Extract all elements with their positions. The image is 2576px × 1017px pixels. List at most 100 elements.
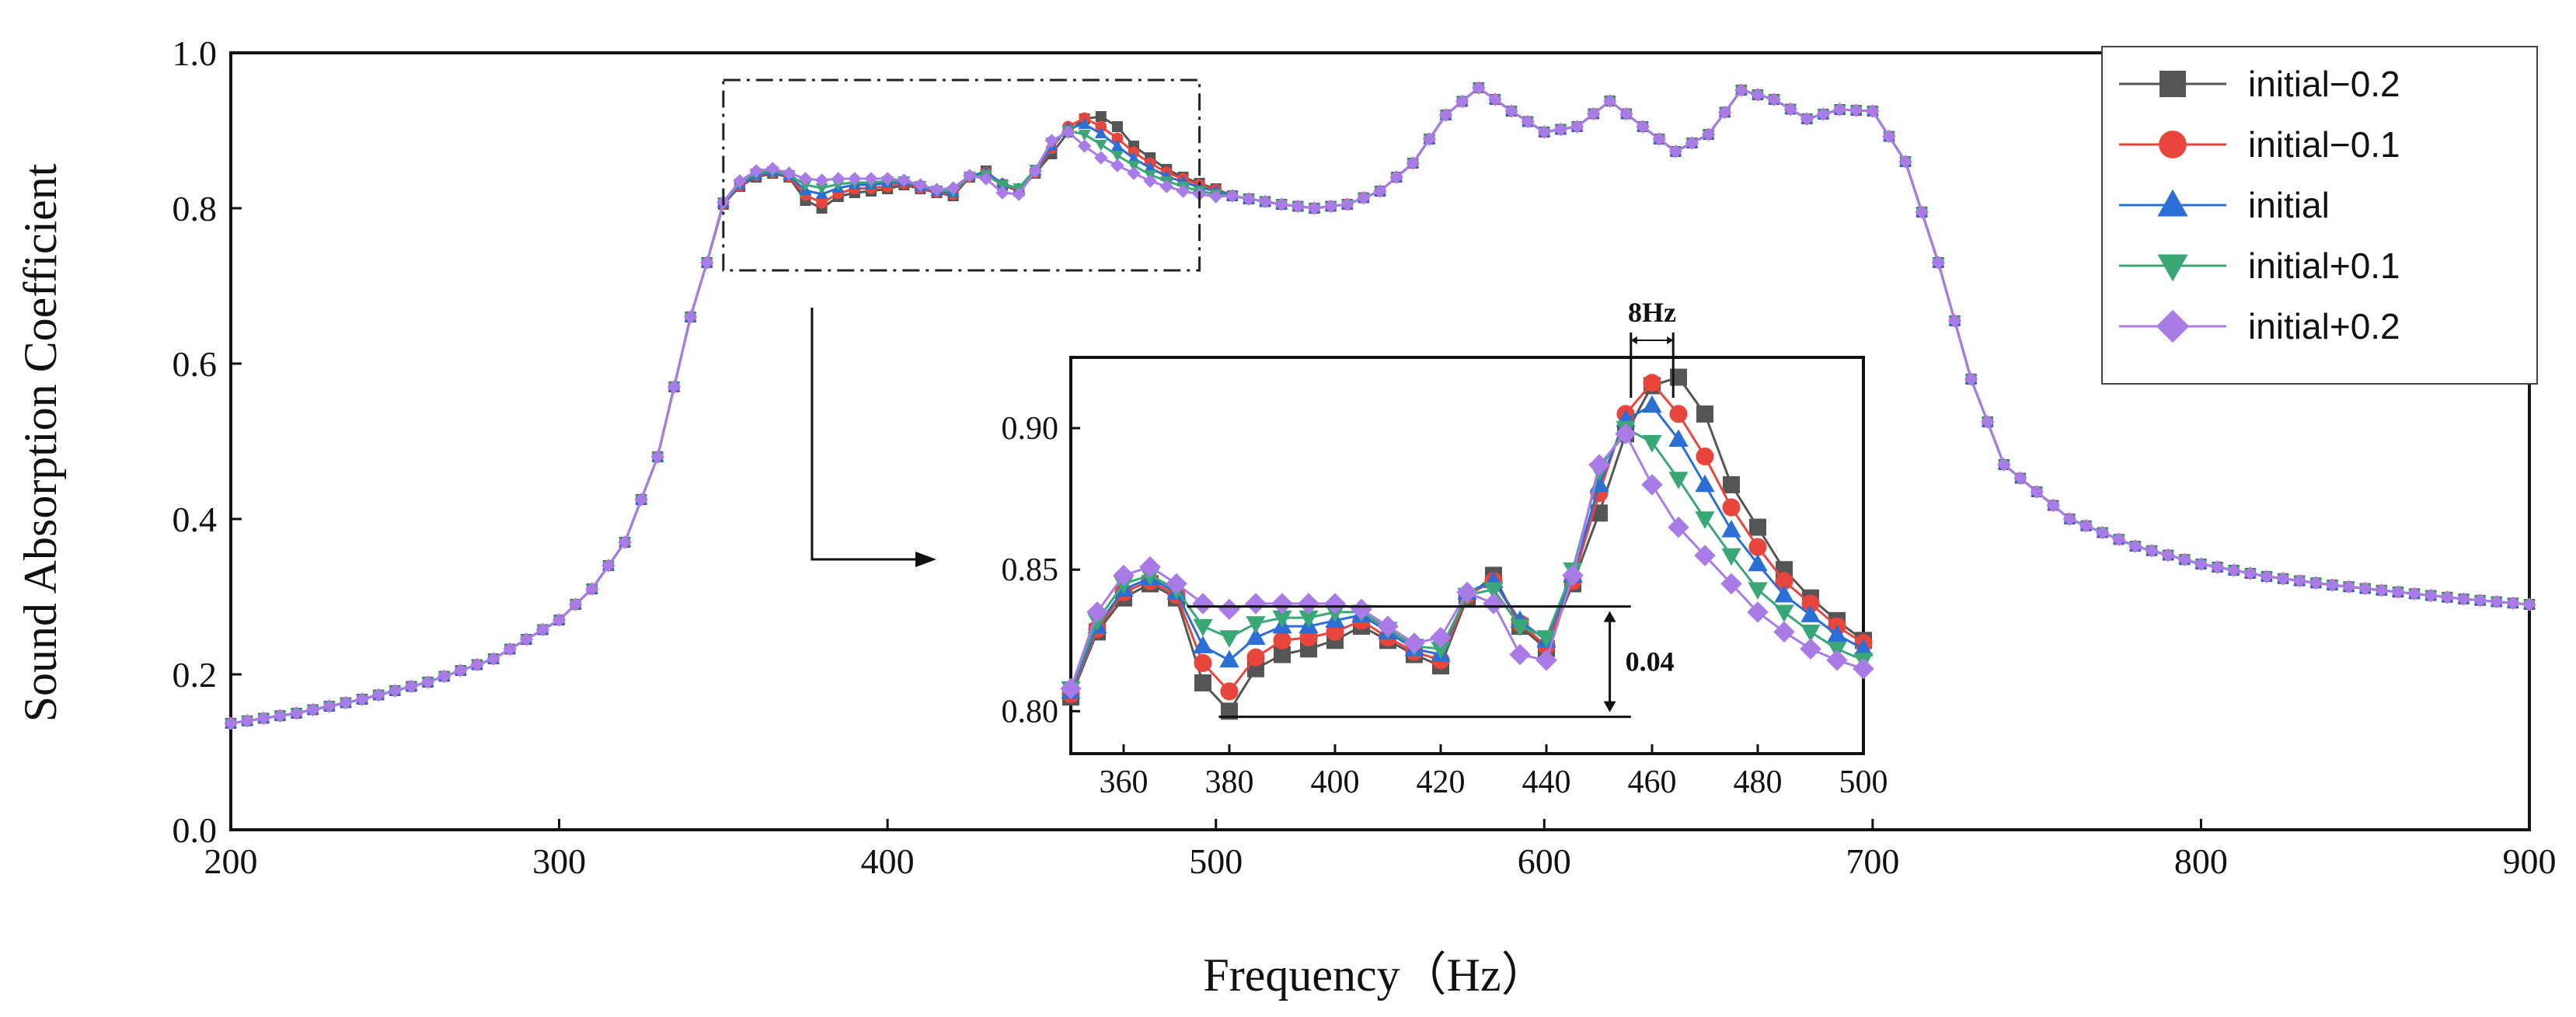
anno-004-label: 0.04 bbox=[1626, 646, 1675, 677]
data-point bbox=[2046, 498, 2061, 513]
inset-data-point bbox=[1721, 520, 1741, 538]
data-point bbox=[601, 559, 615, 573]
data-point bbox=[782, 166, 797, 180]
data-point bbox=[2407, 587, 2421, 601]
legend-label: initial bbox=[2248, 185, 2330, 225]
data-point bbox=[946, 181, 960, 195]
data-point bbox=[1751, 88, 1765, 102]
inset-data-point bbox=[1827, 624, 1847, 643]
data-point bbox=[1734, 83, 1748, 97]
inset-data-point bbox=[1483, 582, 1504, 600]
inset-data-point bbox=[1720, 573, 1742, 595]
data-point bbox=[2292, 573, 2306, 588]
data-point bbox=[2177, 552, 2192, 566]
inset-x-tick-label: 400 bbox=[1311, 764, 1360, 800]
inset-data-point bbox=[1509, 643, 1531, 666]
legend-label: initial−0.2 bbox=[2248, 64, 2400, 104]
inset-data-point bbox=[1694, 545, 1716, 566]
data-point bbox=[798, 172, 813, 186]
data-point bbox=[1537, 125, 1552, 139]
data-point bbox=[470, 657, 484, 672]
data-point bbox=[699, 256, 714, 270]
inset-x-tick-label: 420 bbox=[1417, 764, 1466, 800]
legend-label: initial−0.1 bbox=[2248, 124, 2400, 165]
data-point bbox=[2424, 588, 2438, 603]
x-tick-label: 700 bbox=[1846, 841, 1899, 881]
inset-x-tick-label: 480 bbox=[1734, 764, 1783, 800]
data-point bbox=[979, 172, 993, 186]
data-point bbox=[1128, 161, 1141, 172]
data-point bbox=[1947, 314, 1962, 328]
data-point bbox=[1586, 106, 1601, 121]
inset-data-point bbox=[1801, 594, 1820, 613]
main-plot: 200 300 400 500 600 700 800 900 0.0 0.2 0.4 0.6 0.8 1… bbox=[173, 33, 2557, 881]
data-point bbox=[1800, 112, 1814, 126]
inset-data-point bbox=[1246, 616, 1266, 634]
x-tick-label: 500 bbox=[1189, 841, 1243, 881]
inset-data-point bbox=[1800, 604, 1821, 622]
data-point bbox=[2128, 539, 2142, 553]
data-point bbox=[816, 197, 828, 209]
data-point bbox=[1438, 108, 1453, 122]
inset-data-point bbox=[1456, 581, 1478, 604]
data-point bbox=[1668, 145, 1683, 158]
data-point bbox=[831, 172, 845, 186]
inset-data-point bbox=[1695, 511, 1715, 529]
data-point bbox=[1898, 155, 1912, 169]
series-group-4 bbox=[224, 81, 2536, 730]
inset-data-point bbox=[1826, 650, 1848, 671]
inset-data-point bbox=[1643, 374, 1661, 392]
data-point bbox=[2473, 594, 2487, 608]
inset-data-point bbox=[1642, 395, 1662, 413]
inset-data-point bbox=[1219, 650, 1239, 668]
inset-x-tick-label: 360 bbox=[1100, 764, 1149, 800]
inset-data-point bbox=[1271, 593, 1293, 615]
legend-entry-2: initial bbox=[2119, 185, 2330, 225]
legend-marker bbox=[2156, 309, 2190, 343]
data-point bbox=[1095, 111, 1107, 122]
inset-data-point bbox=[1775, 572, 1793, 590]
data-point bbox=[1094, 140, 1107, 152]
legend-marker bbox=[2159, 131, 2187, 158]
data-point bbox=[2341, 580, 2356, 594]
data-point bbox=[552, 613, 566, 627]
data-point bbox=[2161, 548, 2175, 562]
data-point bbox=[1783, 102, 1797, 117]
data-point bbox=[289, 706, 304, 720]
data-point bbox=[765, 162, 779, 176]
data-point bbox=[1159, 179, 1174, 193]
inset-data-point bbox=[1535, 650, 1557, 671]
data-point bbox=[913, 178, 928, 192]
data-point bbox=[355, 692, 369, 706]
inset-data-point bbox=[1723, 475, 1740, 493]
data-point bbox=[1981, 415, 1995, 429]
data-point bbox=[1406, 156, 1420, 170]
data-point bbox=[1225, 189, 1239, 203]
data-point bbox=[1553, 122, 1568, 137]
data-point bbox=[1685, 136, 1699, 150]
legend-marker bbox=[2157, 254, 2188, 282]
data-point bbox=[1488, 92, 1502, 106]
data-point bbox=[1111, 132, 1124, 145]
data-point bbox=[2260, 569, 2274, 583]
data-point bbox=[388, 684, 403, 698]
anno-004-arrow-top bbox=[1603, 611, 1616, 622]
y-tick-label: 1.0 bbox=[173, 33, 218, 73]
data-point bbox=[2030, 485, 2044, 499]
zoom-box bbox=[722, 78, 1201, 272]
inset-data-point bbox=[1749, 518, 1766, 536]
data-point bbox=[1472, 81, 1486, 95]
zoom-indicator bbox=[722, 78, 1201, 567]
data-point bbox=[2194, 557, 2208, 571]
y-tick-label: 0.0 bbox=[173, 810, 218, 850]
data-point bbox=[1274, 197, 1288, 211]
inset-data-point bbox=[1246, 648, 1265, 667]
x-tick-label: 400 bbox=[861, 841, 915, 881]
data-point bbox=[1176, 184, 1190, 198]
data-point bbox=[1915, 205, 1929, 219]
data-point bbox=[1291, 199, 1305, 214]
inset-data-point bbox=[1218, 598, 1240, 620]
data-point bbox=[486, 652, 500, 666]
